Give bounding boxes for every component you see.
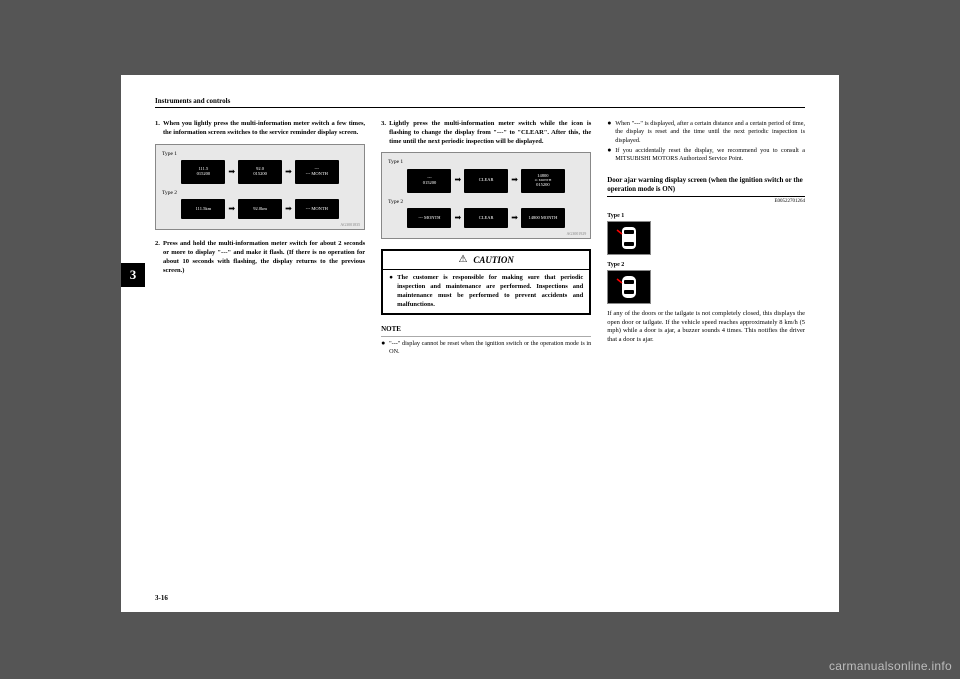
chapter-tab: 3	[121, 263, 145, 287]
warning-triangle-icon: ⚠	[458, 255, 467, 265]
display-value: 015200	[197, 172, 211, 177]
watermark: carmanualsonline.info	[829, 659, 952, 673]
display-value: 015200	[423, 181, 437, 186]
note-text: When "---" is displayed, after a certain…	[615, 120, 805, 145]
display-value: --- MONTH	[306, 172, 328, 177]
display: --- MONTH	[407, 208, 451, 228]
step-2-number: 2.	[155, 240, 163, 275]
car-display-2	[607, 270, 651, 304]
display: 14800 11 MONTH 015200	[521, 169, 565, 193]
page-number: 3-16	[155, 594, 168, 602]
bullet-icon: ●	[607, 120, 615, 145]
door-ajar-paragraph: If any of the doors or the tailgate is n…	[607, 310, 805, 345]
arrow-icon: ➡	[285, 167, 292, 178]
bullet-icon: ●	[389, 274, 397, 309]
step-2-text: Press and hold the multi-information met…	[163, 240, 365, 275]
display: 92.0 015200	[238, 160, 282, 184]
arrow-icon: ➡	[285, 204, 292, 215]
display: 111.5 015200	[181, 160, 225, 184]
note-text: If you accidentally reset the display, w…	[615, 147, 805, 164]
arrow-icon: ➡	[511, 175, 518, 186]
figure2-type2-label: Type 2	[388, 199, 584, 206]
section-heading: Door ajar warning display screen (when t…	[607, 176, 805, 197]
display: 14800 MONTH	[521, 208, 565, 228]
figure-2: Type 1 --- 015200 ➡ CLEAR ➡ 14800 11 MON…	[381, 152, 591, 239]
caution-box: ⚠ CAUTION ● The customer is responsible …	[381, 249, 591, 315]
arrow-icon: ➡	[454, 213, 461, 224]
display: CLEAR	[464, 169, 508, 193]
caution-title: CAUTION	[473, 254, 514, 266]
figure1-type1-label: Type 1	[162, 151, 358, 158]
car-top-icon	[614, 224, 644, 252]
car-top-icon	[614, 273, 644, 301]
arrow-icon: ➡	[454, 175, 461, 186]
note-heading: NOTE	[381, 325, 591, 336]
display: 92.0km	[238, 199, 282, 219]
arrow-icon: ➡	[228, 204, 235, 215]
step-3-text: Lightly press the multi-information mete…	[389, 120, 591, 146]
step-3-number: 3.	[381, 120, 389, 146]
arrow-icon: ➡	[228, 167, 235, 178]
car-type1-label: Type 1	[607, 212, 805, 220]
step-1-number: 1.	[155, 120, 163, 138]
figure-1: Type 1 111.5 015200 ➡ 92.0 015200 ➡ --- …	[155, 144, 365, 231]
display: --- --- MONTH	[295, 160, 339, 184]
arrow-icon: ➡	[511, 213, 518, 224]
bullet-icon: ●	[381, 340, 389, 357]
display-value: 015200	[253, 172, 267, 177]
display: CLEAR	[464, 208, 508, 228]
car-type2-label: Type 2	[607, 261, 805, 269]
bullet-icon: ●	[607, 147, 615, 164]
display: --- 015200	[407, 169, 451, 193]
display: 111.5km	[181, 199, 225, 219]
caution-text: The customer is responsible for making s…	[397, 274, 583, 309]
note-text: "---" display cannot be reset when the i…	[389, 340, 591, 357]
display: --- MONTH	[295, 199, 339, 219]
figure1-type2-label: Type 2	[162, 190, 358, 197]
figure2-type1-label: Type 1	[388, 159, 584, 166]
figure-id: AG3001835	[340, 222, 360, 227]
car-display-1	[607, 221, 651, 255]
step-1-text: When you lightly press the multi-informa…	[163, 120, 365, 138]
display-value: 015200	[536, 183, 550, 188]
section-code: E00522701264	[607, 199, 805, 206]
header-title: Instruments and controls	[155, 97, 230, 105]
figure-id: AG3001929	[566, 231, 586, 236]
